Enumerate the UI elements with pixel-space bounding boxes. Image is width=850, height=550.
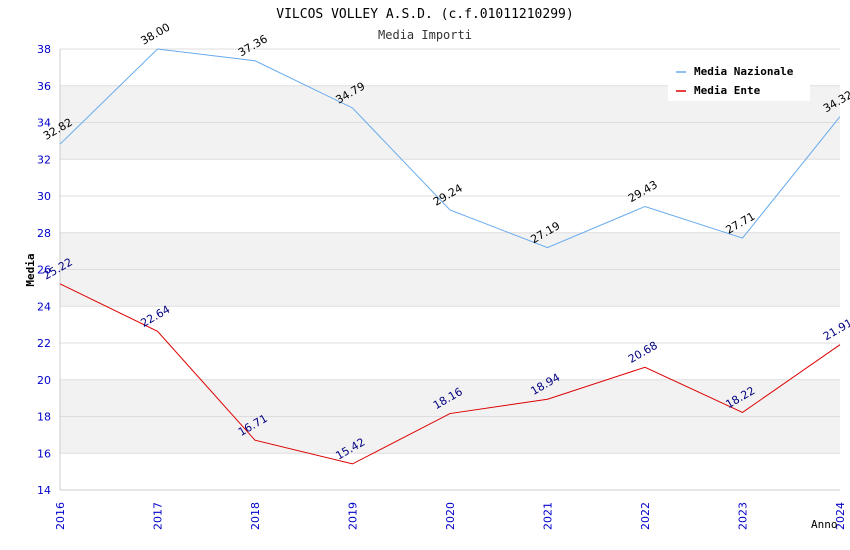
legend-box bbox=[668, 59, 810, 101]
legend: Media Nazionale Media Ente bbox=[668, 59, 810, 101]
y-tick-label: 34 bbox=[37, 117, 51, 130]
y-tick-label: 30 bbox=[37, 190, 51, 203]
y-tick-label: 32 bbox=[37, 153, 51, 166]
series-line bbox=[59, 283, 841, 465]
background-band bbox=[60, 232, 840, 270]
x-tick-label: 2023 bbox=[737, 502, 750, 530]
y-tick-label: 22 bbox=[37, 337, 51, 350]
chart-title: VILCOS VOLLEY A.S.D. (c.f.01011210299) bbox=[276, 7, 573, 22]
series-line bbox=[59, 48, 841, 249]
background-band bbox=[60, 196, 840, 233]
y-tick-label: 16 bbox=[37, 447, 51, 460]
legend-label-media-ente: Media Ente bbox=[694, 84, 761, 97]
x-axis-tick-labels: 2016 2017 2018 2019 2020 2021 2022 2023 2024 bbox=[54, 502, 847, 530]
y-tick-label: 14 bbox=[37, 484, 51, 497]
background-band bbox=[60, 159, 840, 196]
y-tick-label: 20 bbox=[37, 374, 51, 387]
background-band bbox=[60, 343, 840, 380]
background-band bbox=[60, 416, 840, 454]
y-tick-label: 18 bbox=[37, 411, 51, 424]
background-band bbox=[60, 122, 840, 160]
data-label: 38.00 bbox=[139, 21, 173, 48]
x-tick-label: 2017 bbox=[152, 502, 165, 530]
x-axis-label: Anno bbox=[811, 518, 838, 531]
y-tick-label: 24 bbox=[37, 300, 51, 313]
background-band bbox=[60, 453, 840, 490]
plot-background-bands bbox=[60, 49, 840, 490]
x-tick-label: 2021 bbox=[542, 502, 555, 530]
background-band bbox=[60, 269, 840, 307]
y-axis-tick-labels: 14 16 18 20 22 24 26 28 30 32 34 36 38 bbox=[37, 43, 51, 497]
chart-subtitle: Media Importi bbox=[378, 28, 472, 42]
y-tick-label: 36 bbox=[37, 80, 51, 93]
background-band bbox=[60, 306, 840, 343]
x-tick-label: 2024 bbox=[834, 502, 847, 530]
y-tick-label: 28 bbox=[37, 227, 51, 240]
y-tick-label: 38 bbox=[37, 43, 51, 56]
x-tick-label: 2016 bbox=[54, 502, 67, 530]
y-tick-label: 26 bbox=[37, 264, 51, 277]
x-tick-label: 2020 bbox=[444, 502, 457, 530]
x-tick-label: 2018 bbox=[249, 502, 262, 530]
x-tick-label: 2022 bbox=[639, 502, 652, 530]
legend-label-media-nazionale: Media Nazionale bbox=[694, 65, 794, 78]
y-axis-label: Media bbox=[24, 253, 37, 286]
background-band bbox=[60, 379, 840, 417]
x-tick-label: 2019 bbox=[347, 502, 360, 530]
